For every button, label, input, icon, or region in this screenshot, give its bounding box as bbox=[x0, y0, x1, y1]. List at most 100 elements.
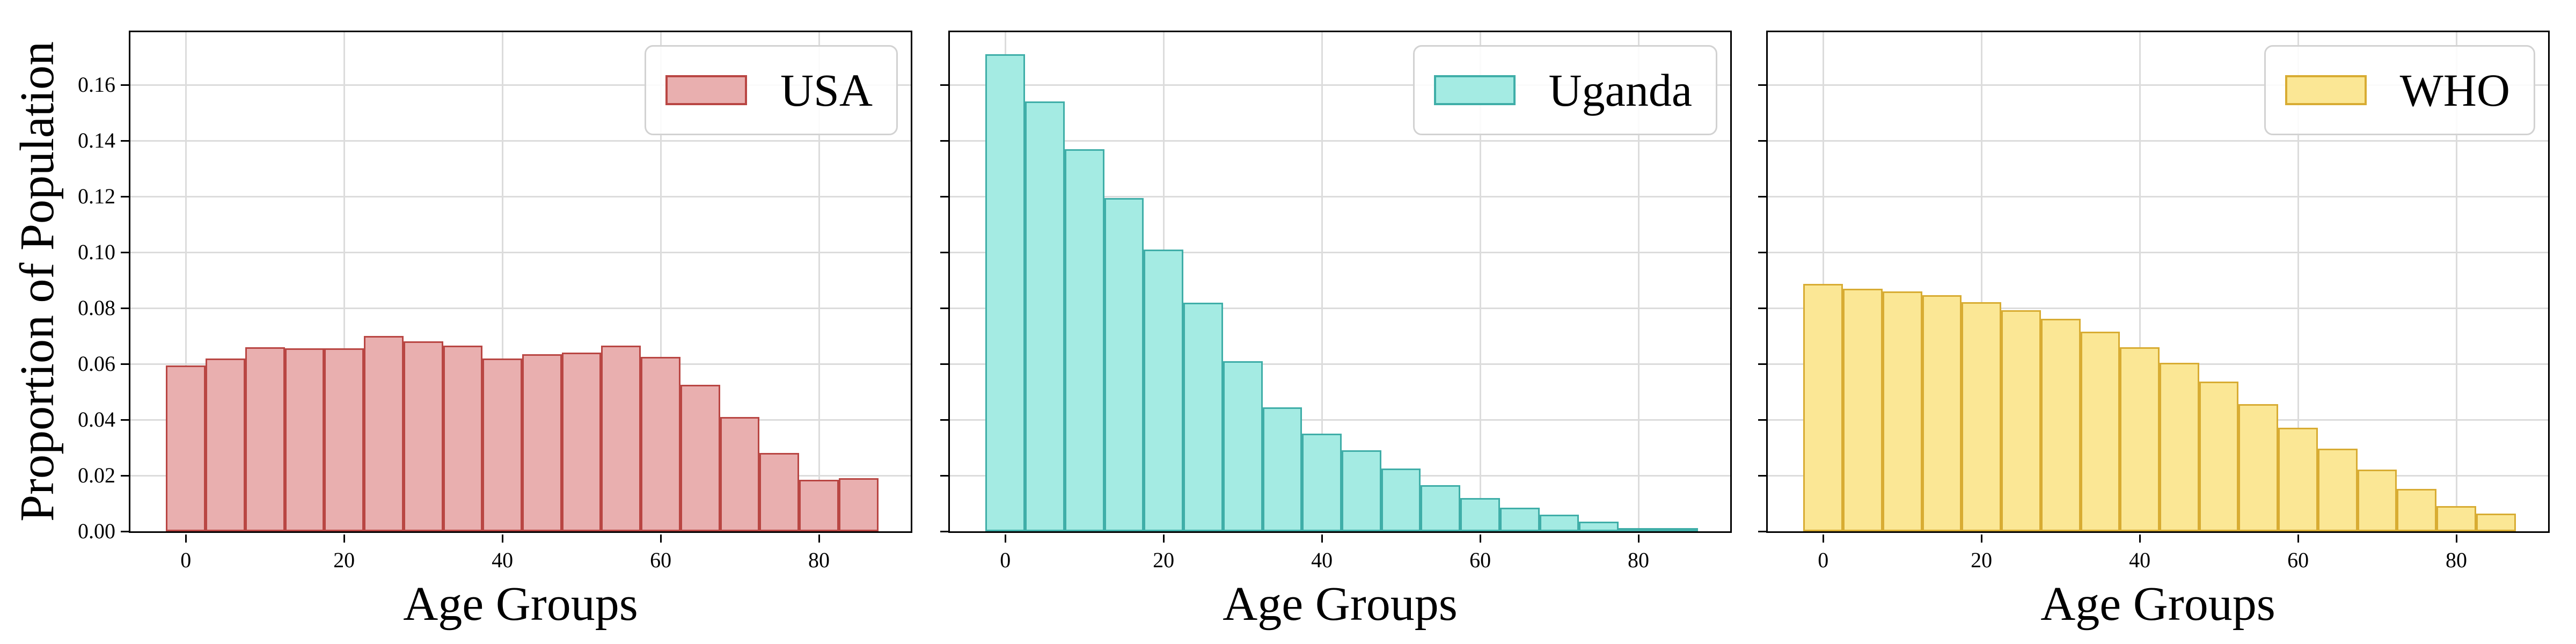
x-tick-label: 0 bbox=[180, 548, 192, 572]
y-tick-mark bbox=[940, 251, 948, 253]
y-tick-mark bbox=[940, 84, 948, 86]
y-tick-mark bbox=[940, 307, 948, 309]
histogram-bar-who-age-10 bbox=[1882, 291, 1922, 531]
x-tick-label: 40 bbox=[2129, 548, 2151, 572]
gridline-vertical bbox=[501, 32, 503, 531]
x-tick-label: 60 bbox=[1469, 548, 1491, 572]
y-tick-mark bbox=[1758, 530, 1766, 532]
x-tick-label: 0 bbox=[1000, 548, 1011, 572]
x-tick-label: 20 bbox=[1153, 548, 1175, 572]
histogram-bar-who-age-40 bbox=[2120, 347, 2160, 531]
gridline-horizontal bbox=[130, 307, 911, 309]
gridline-horizontal bbox=[950, 251, 1730, 253]
gridline-vertical bbox=[1637, 32, 1640, 531]
histogram-bar-uganda-age-25 bbox=[1183, 302, 1223, 531]
x-tick-mark bbox=[1321, 535, 1323, 543]
x-tick-mark bbox=[2455, 535, 2457, 543]
histogram-bar-uganda-age-10 bbox=[1064, 149, 1104, 531]
x-tick-mark bbox=[2139, 535, 2141, 543]
x-tick-label: 80 bbox=[2446, 548, 2468, 572]
histogram-bar-uganda-age-0 bbox=[985, 54, 1026, 531]
gridline-horizontal bbox=[950, 307, 1730, 309]
gridline-vertical bbox=[818, 32, 820, 531]
x-tick-label: 40 bbox=[492, 548, 514, 572]
histogram-bar-uganda-age-65 bbox=[1499, 507, 1540, 531]
gridline-horizontal bbox=[130, 84, 911, 86]
gridline-horizontal bbox=[1768, 307, 2548, 309]
histogram-bar-uganda-age-55 bbox=[1421, 485, 1461, 531]
histogram-bar-usa-age-80 bbox=[799, 479, 839, 531]
y-tick-mark bbox=[121, 307, 129, 309]
x-axis-label-who: Age Groups bbox=[2040, 577, 2275, 631]
gridline-vertical bbox=[1980, 32, 1982, 531]
gridline-horizontal bbox=[130, 195, 911, 197]
x-tick-label: 40 bbox=[1311, 548, 1333, 572]
gridline-horizontal bbox=[950, 140, 1730, 142]
x-axis-label-usa: Age Groups bbox=[403, 577, 638, 631]
y-tick-mark bbox=[940, 474, 948, 477]
gridline-horizontal bbox=[1768, 140, 2548, 142]
histogram-bar-who-age-20 bbox=[1962, 302, 2002, 531]
x-tick-mark bbox=[343, 535, 345, 543]
y-tick-mark bbox=[940, 530, 948, 532]
y-tick-mark bbox=[121, 251, 129, 253]
gridline-vertical bbox=[343, 32, 345, 531]
gridline-horizontal bbox=[950, 84, 1730, 86]
x-tick-label: 60 bbox=[650, 548, 672, 572]
x-tick-label: 20 bbox=[333, 548, 355, 572]
histogram-bar-usa-age-10 bbox=[245, 347, 285, 531]
gridline-horizontal bbox=[950, 195, 1730, 197]
gridline-vertical bbox=[2139, 32, 2141, 531]
x-tick-label: 80 bbox=[808, 548, 830, 572]
y-tick-mark bbox=[1758, 307, 1766, 309]
y-tick-label: 0.04 bbox=[78, 407, 115, 431]
y-tick-mark bbox=[940, 419, 948, 421]
legend-uganda: Uganda bbox=[1413, 45, 1717, 135]
histogram-bar-uganda-age-35 bbox=[1262, 407, 1302, 531]
y-tick-mark bbox=[121, 530, 129, 532]
histogram-bar-usa-age-55 bbox=[601, 346, 641, 531]
y-tick-label: 0.06 bbox=[78, 352, 115, 376]
y-tick-mark bbox=[1758, 195, 1766, 197]
x-tick-mark bbox=[1980, 535, 1982, 543]
y-tick-mark bbox=[1758, 474, 1766, 477]
x-tick-mark bbox=[1822, 535, 1824, 543]
gridline-vertical bbox=[1822, 32, 1824, 531]
histogram-bar-usa-age-65 bbox=[680, 385, 720, 531]
panel-who: 0 20 40 60 80 WHO bbox=[1758, 31, 2550, 571]
histogram-bar-uganda-age-20 bbox=[1144, 249, 1184, 531]
panel-usa: 0.00 0.02 0.04 0.06 0.08 0.10 0.12 0.14 0.16 0 20 4… bbox=[78, 31, 912, 571]
histogram-bar-uganda-age-50 bbox=[1381, 469, 1421, 531]
histogram-bar-uganda-age-75 bbox=[1579, 521, 1619, 531]
histogram-bar-who-age-5 bbox=[1843, 289, 1883, 531]
legend-swatch-uganda bbox=[1433, 75, 1516, 105]
histogram-bar-uganda-age-45 bbox=[1342, 450, 1381, 531]
histogram-bar-who-age-50 bbox=[2199, 381, 2239, 531]
gridline-vertical bbox=[2455, 32, 2457, 531]
gridline-horizontal bbox=[950, 419, 1730, 421]
legend-label-usa: USA bbox=[780, 64, 873, 116]
histogram-bar-usa-age-40 bbox=[482, 358, 522, 531]
plot-area-usa: 0.00 0.02 0.04 0.06 0.08 0.10 0.12 0.14 0.16 0 20 4… bbox=[78, 32, 911, 571]
gridline-vertical bbox=[1321, 32, 1323, 531]
gridline-vertical bbox=[660, 32, 662, 531]
histogram-bar-uganda-age-15 bbox=[1104, 197, 1144, 531]
gridline-horizontal bbox=[1768, 251, 2548, 253]
histogram-bar-usa-age-50 bbox=[561, 353, 602, 531]
x-axis-label-uganda: Age Groups bbox=[1223, 577, 1458, 631]
histogram-bar-uganda-age-80 bbox=[1619, 528, 1658, 531]
y-tick-mark bbox=[121, 419, 129, 421]
gridline-vertical bbox=[2297, 32, 2299, 531]
legend-label-uganda: Uganda bbox=[1548, 64, 1692, 116]
x-tick-mark bbox=[1162, 535, 1165, 543]
gridline-horizontal bbox=[1768, 84, 2548, 86]
gridline-horizontal bbox=[1768, 195, 2548, 197]
x-tick-label: 0 bbox=[1818, 548, 1829, 572]
histogram-bar-who-age-75 bbox=[2397, 488, 2437, 531]
histogram-bar-who-age-70 bbox=[2357, 470, 2397, 531]
y-tick-mark bbox=[1758, 251, 1766, 253]
histogram-bar-uganda-age-60 bbox=[1460, 497, 1500, 531]
x-tick-label: 60 bbox=[2287, 548, 2309, 572]
histogram-bar-who-age-15 bbox=[1922, 295, 1962, 531]
gridline-vertical bbox=[1479, 32, 1481, 531]
